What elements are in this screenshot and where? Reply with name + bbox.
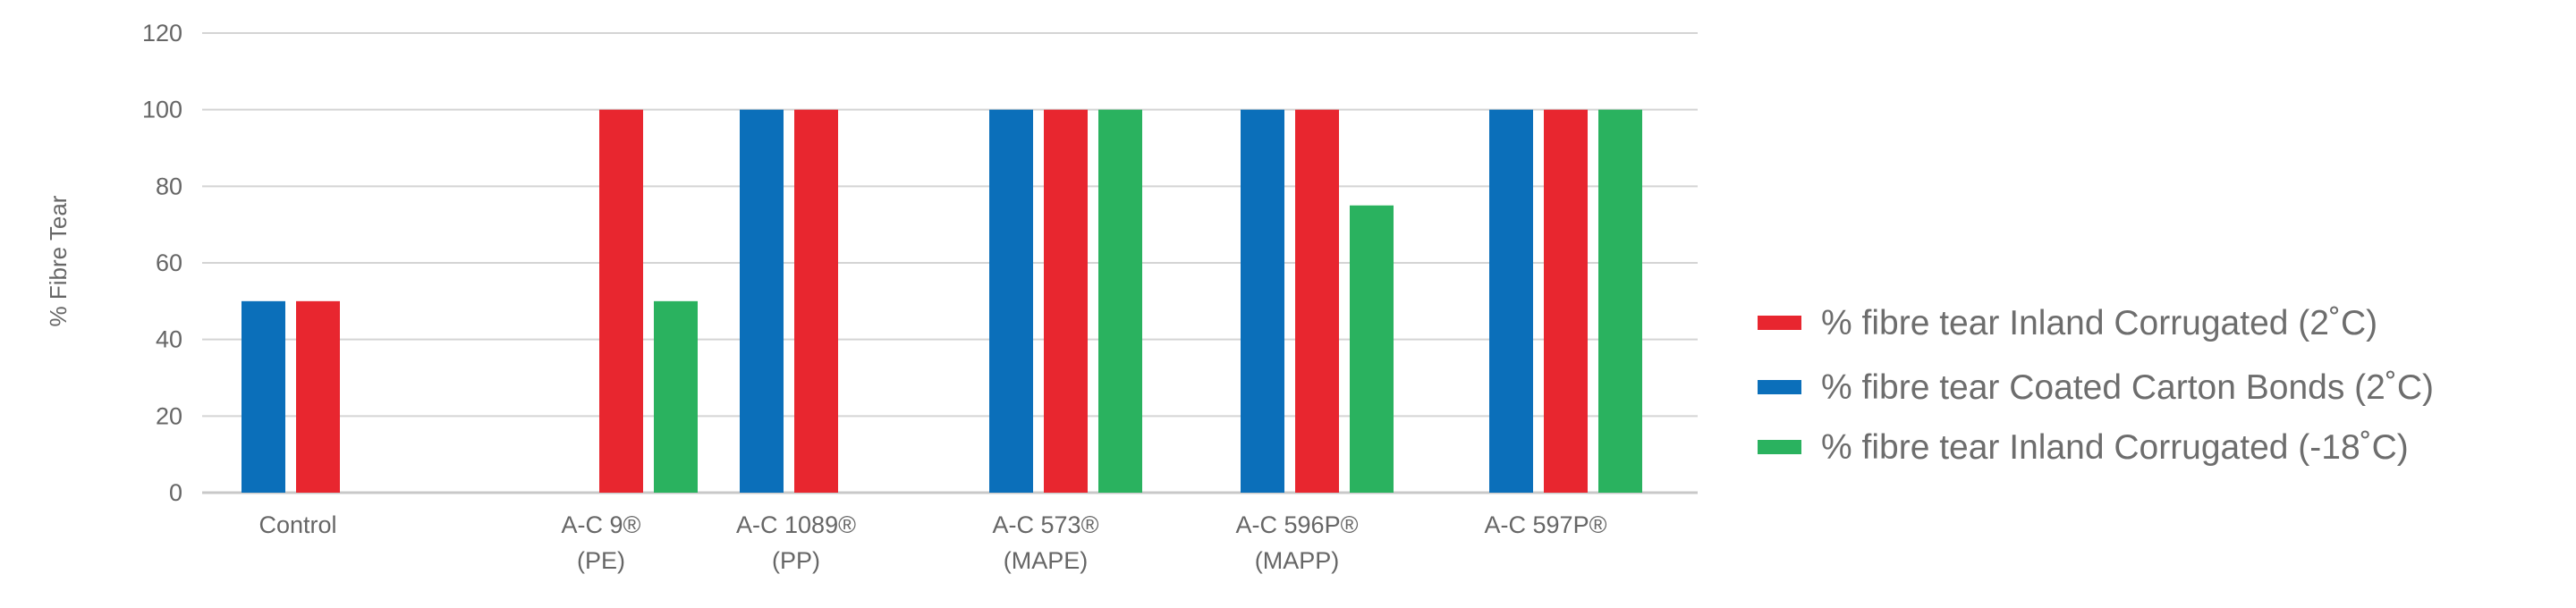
bar: [599, 109, 643, 494]
legend-label: % fibre tear Coated Carton Bonds (2˚C): [1821, 368, 2434, 407]
bar: [1489, 109, 1533, 494]
legend: % fibre tear Inland Corrugated (2˚C) % fi…: [1758, 304, 2434, 467]
y-tick-label: 60: [156, 249, 182, 276]
x-tick-label: A-C 9®: [562, 511, 641, 538]
legend-label: % fibre tear Inland Corrugated (2˚C): [1821, 304, 2377, 342]
y-tick-label: 80: [156, 173, 182, 199]
bar: [1044, 109, 1088, 494]
y-tick-label: 100: [142, 97, 182, 123]
bar: [296, 300, 340, 493]
bar: [654, 300, 698, 493]
x-tick-label: A-C 573®: [993, 511, 1099, 538]
y-axis-title: % Fibre Tear: [45, 195, 72, 326]
legend-swatch: [1758, 380, 1801, 394]
bar: [1295, 109, 1339, 494]
y-tick-label: 120: [142, 20, 182, 46]
y-tick-label: 0: [169, 479, 182, 506]
x-tick-label-line2: (MAPE): [1004, 547, 1089, 574]
bar: [1241, 109, 1284, 494]
y-axis-ticks: 0 20 40 60 80 100 120: [142, 20, 182, 506]
x-tick-label: Control: [258, 511, 336, 538]
bar: [740, 109, 784, 494]
x-tick-label-line2: (MAPP): [1255, 547, 1340, 574]
y-tick-label: 40: [156, 326, 182, 353]
bar: [1098, 109, 1142, 494]
bar: [989, 109, 1033, 494]
x-tick-label-line2: (PE): [577, 547, 625, 574]
x-axis-ticks: Control A-C 9® (PE) A-C 1089® (PP) A-C 573® (M…: [258, 511, 1606, 574]
bar: [794, 109, 838, 494]
x-tick-label: A-C 1089®: [736, 511, 856, 538]
legend-swatch: [1758, 316, 1801, 330]
bar: [242, 300, 285, 493]
x-tick-label: A-C 597P®: [1485, 511, 1607, 538]
gridlines: [202, 32, 1698, 494]
x-tick-label: A-C 596P®: [1236, 511, 1359, 538]
x-tick-label-line2: (PP): [772, 547, 820, 574]
legend-swatch: [1758, 440, 1801, 454]
bar: [1544, 109, 1588, 494]
bar: [1350, 205, 1394, 493]
legend-label: % fibre tear Inland Corrugated (-18˚C): [1821, 428, 2409, 467]
bars: [242, 109, 1642, 494]
bar: [1598, 109, 1642, 494]
y-tick-label: 20: [156, 402, 182, 429]
